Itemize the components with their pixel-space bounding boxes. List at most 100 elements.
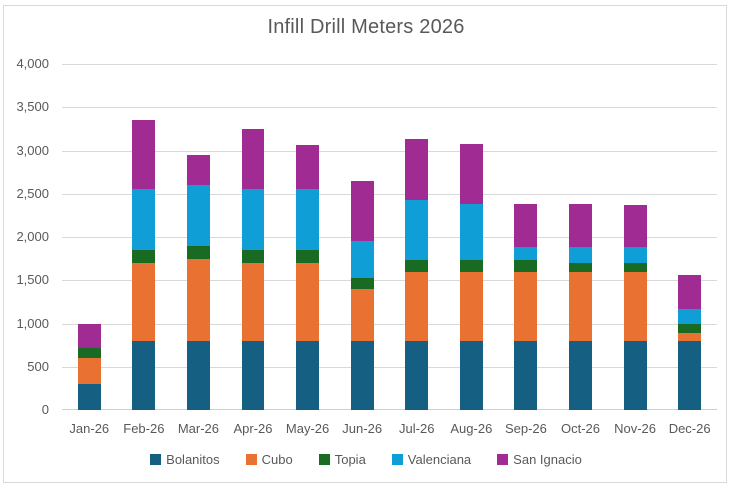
bar-segment-cubo[interactable] — [186, 258, 210, 341]
bar-segment-topia[interactable] — [405, 259, 429, 272]
bar-segment-bolanitos[interactable] — [459, 340, 483, 410]
bar-segment-cubo[interactable] — [514, 271, 538, 341]
bar-segment-cubo[interactable] — [77, 358, 101, 385]
legend-item-valenciana[interactable]: Valenciana — [391, 452, 472, 467]
y-tick-label: 1,000 — [16, 315, 49, 331]
bar-segment-cubo[interactable] — [623, 271, 647, 341]
bar-column — [389, 64, 444, 410]
legend-swatch-icon — [497, 454, 509, 465]
y-tick-label: 3,000 — [16, 142, 49, 158]
x-tick-label: Apr-26 — [233, 421, 273, 436]
legend-swatch-icon — [391, 454, 403, 465]
bar-segment-san-ignacio[interactable] — [569, 204, 592, 248]
x-tick-label: Dec-26 — [668, 421, 711, 436]
x-tick-label: Feb-26 — [123, 421, 165, 436]
bar-segment-bolanitos[interactable] — [569, 340, 592, 410]
bar-segment-cubo[interactable] — [678, 333, 702, 341]
bar-column — [280, 64, 335, 410]
bar-segment-valenciana[interactable] — [241, 189, 265, 250]
y-tick-label: 4,000 — [16, 56, 49, 71]
bar-column — [171, 64, 226, 410]
bar-segment-bolanitos[interactable] — [350, 340, 374, 410]
legend-label: Valenciana — [407, 452, 472, 467]
bar-segment-valenciana[interactable] — [350, 241, 374, 278]
bar-segment-topia[interactable] — [678, 323, 702, 334]
bar-may-26 — [296, 145, 320, 410]
bar-oct-26 — [569, 204, 592, 410]
bar-segment-cubo[interactable] — [241, 262, 265, 341]
legend-item-topia[interactable]: Topia — [318, 452, 366, 467]
bar-segment-valenciana[interactable] — [132, 189, 156, 250]
bar-segment-bolanitos[interactable] — [405, 340, 429, 410]
bar-segment-topia[interactable] — [186, 245, 210, 259]
x-tick-label: Jan-26 — [69, 421, 110, 436]
x-tick-label: Aug-26 — [450, 421, 493, 436]
bar-segment-san-ignacio[interactable] — [459, 143, 483, 205]
bar-segment-san-ignacio[interactable] — [405, 139, 429, 200]
bar-segment-san-ignacio[interactable] — [77, 323, 101, 348]
bar-segment-valenciana[interactable] — [514, 247, 538, 261]
bar-segment-san-ignacio[interactable] — [678, 275, 702, 309]
legend-swatch-icon — [150, 454, 162, 465]
bar-segment-topia[interactable] — [77, 347, 101, 359]
bar-segment-bolanitos[interactable] — [186, 340, 210, 410]
bar-sep-26 — [514, 204, 538, 410]
bar-column — [553, 64, 608, 410]
legend: Bolanitos Cubo Topia Valenciana San Ignacio — [0, 452, 732, 467]
bar-segment-bolanitos[interactable] — [678, 340, 702, 410]
bar-segment-cubo[interactable] — [296, 262, 320, 341]
bar-segment-topia[interactable] — [241, 250, 265, 263]
bar-segment-valenciana[interactable] — [405, 199, 429, 260]
bar-jun-26 — [350, 180, 374, 410]
bar-segment-san-ignacio[interactable] — [514, 204, 538, 248]
bar-segment-topia[interactable] — [569, 262, 592, 272]
legend-item-san-ignacio[interactable]: San Ignacio — [497, 452, 582, 467]
bar-segment-topia[interactable] — [514, 260, 538, 272]
bar-segment-topia[interactable] — [350, 277, 374, 289]
bar-segment-topia[interactable] — [459, 260, 483, 272]
bar-segment-bolanitos[interactable] — [623, 340, 647, 410]
bar-segment-cubo[interactable] — [350, 288, 374, 341]
bar-apr-26 — [241, 128, 265, 410]
bar-segment-san-ignacio[interactable] — [623, 205, 647, 248]
bar-segment-bolanitos[interactable] — [514, 340, 538, 410]
chart-title: Infill Drill Meters 2026 — [267, 16, 465, 38]
bar-segment-bolanitos[interactable] — [241, 340, 265, 410]
gridline — [62, 237, 717, 238]
bar-segment-bolanitos[interactable] — [77, 384, 101, 410]
bar-segment-topia[interactable] — [132, 250, 156, 263]
legend-label: San Ignacio — [513, 452, 582, 467]
bar-column — [662, 64, 717, 410]
bar-column — [444, 64, 499, 410]
bar-segment-valenciana[interactable] — [569, 247, 592, 263]
bar-segment-cubo[interactable] — [459, 271, 483, 341]
bar-segment-bolanitos[interactable] — [296, 340, 320, 410]
bar-segment-valenciana[interactable] — [186, 185, 210, 246]
bar-segment-san-ignacio[interactable] — [350, 180, 374, 242]
bar-segment-cubo[interactable] — [132, 262, 156, 341]
gridline — [62, 107, 717, 109]
y-tick-label: 2,500 — [16, 185, 49, 201]
gridline — [62, 193, 717, 195]
bar-segment-valenciana[interactable] — [678, 308, 702, 324]
y-tick-label: 2,000 — [16, 229, 49, 244]
legend-item-cubo[interactable]: Cubo — [245, 452, 293, 467]
legend-item-bolanitos[interactable]: Bolanitos — [150, 452, 220, 467]
gridline — [62, 150, 717, 152]
bar-segment-valenciana[interactable] — [459, 204, 483, 261]
bar-segment-san-ignacio[interactable] — [241, 128, 265, 190]
x-tick-label: Nov-26 — [614, 421, 657, 436]
bar-segment-san-ignacio[interactable] — [186, 154, 210, 186]
bar-segment-cubo[interactable] — [569, 271, 592, 341]
bar-segment-valenciana[interactable] — [296, 189, 320, 250]
legend-swatch-icon — [318, 454, 330, 465]
bar-segment-topia[interactable] — [623, 262, 647, 272]
bar-segment-valenciana[interactable] — [623, 247, 647, 263]
bar-segment-san-ignacio[interactable] — [296, 145, 320, 190]
bar-segment-bolanitos[interactable] — [132, 340, 156, 410]
bar-segment-san-ignacio[interactable] — [132, 120, 156, 190]
bar-segment-cubo[interactable] — [405, 271, 429, 341]
x-tick-label: Oct-26 — [560, 421, 600, 436]
bar-segment-topia[interactable] — [296, 250, 320, 263]
